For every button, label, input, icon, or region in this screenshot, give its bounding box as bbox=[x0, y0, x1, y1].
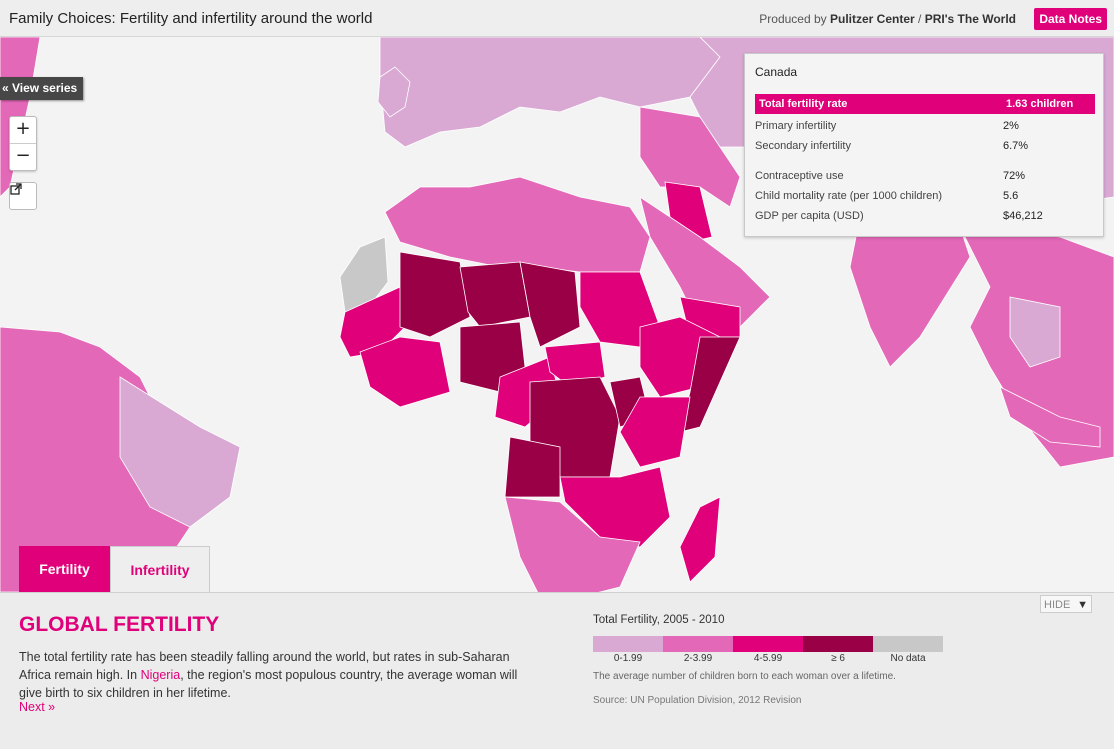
info-row-contraceptive-use: Contraceptive use 72% bbox=[755, 166, 1095, 186]
hide-button[interactable]: HIDE ▼ bbox=[1040, 595, 1092, 613]
tab-infertility[interactable]: Infertility bbox=[110, 546, 210, 592]
legend-swatch bbox=[873, 636, 943, 652]
info-label: Total fertility rate bbox=[759, 98, 848, 110]
country-indonesia[interactable] bbox=[999, 386, 1101, 448]
info-row-primary-infertility: Primary infertility 2% bbox=[755, 116, 1095, 136]
info-label: Secondary infertility bbox=[755, 140, 851, 152]
country-thailand[interactable] bbox=[1009, 296, 1061, 368]
country-zambia-mozambique[interactable] bbox=[559, 466, 671, 548]
legend-label: No data bbox=[890, 653, 926, 664]
hide-label: HIDE bbox=[1044, 599, 1071, 611]
info-value: $46,212 bbox=[1003, 210, 1043, 222]
country-somalia[interactable] bbox=[679, 336, 741, 433]
info-row-child-mortality: Child mortality rate (per 1000 children)… bbox=[755, 186, 1095, 206]
country-niger[interactable] bbox=[459, 261, 531, 328]
info-label: Primary infertility bbox=[755, 120, 837, 132]
info-row-secondary-infertility: Secondary infertility 6.7% bbox=[755, 136, 1095, 156]
country-info-panel: Canada Total fertility rate 1.63 childre… bbox=[744, 53, 1104, 237]
source-note: Source: UN Population Division, 2012 Rev… bbox=[593, 695, 802, 706]
country-name: Canada bbox=[755, 65, 798, 79]
info-value: 1.63 children bbox=[1006, 98, 1074, 110]
legend-swatch bbox=[733, 636, 803, 652]
credits-separator: / bbox=[914, 12, 925, 26]
legend-labels: 0-1.99 2-3.99 4-5.99 ≥ 6 No data bbox=[593, 653, 943, 667]
country-madagascar[interactable] bbox=[679, 496, 721, 583]
legend-title: Total Fertility, 2005 - 2010 bbox=[593, 614, 725, 626]
credits-org-link[interactable]: Pulitzer Center bbox=[829, 12, 915, 26]
legend-label: 4-5.99 bbox=[753, 653, 783, 664]
story-text-part: The total fertility rate has been steadi… bbox=[19, 650, 510, 682]
country-brazil[interactable] bbox=[119, 376, 241, 528]
zoom-in-button[interactable]: + bbox=[15, 118, 31, 139]
legend-swatch bbox=[803, 636, 873, 652]
info-value: 6.7% bbox=[1003, 140, 1029, 152]
header-bar: Family Choices: Fertility and infertilit… bbox=[0, 0, 1114, 37]
legend-swatch bbox=[593, 636, 663, 652]
legend-note: The average number of children born to e… bbox=[593, 671, 896, 682]
story-text-part: , the region's most populous country, th… bbox=[19, 668, 518, 700]
app-title: Family Choices: Fertility and infertilit… bbox=[9, 10, 373, 27]
zoom-control[interactable]: + − bbox=[9, 116, 37, 171]
info-value: 5.6 bbox=[1003, 190, 1019, 202]
zoom-out-button[interactable]: − bbox=[10, 143, 36, 170]
country-southern-africa[interactable] bbox=[504, 496, 641, 592]
credits: Produced by Pulitzer Center / PRI's The … bbox=[759, 12, 1016, 26]
story-text: The total fertility rate has been steadi… bbox=[19, 648, 519, 702]
credits-prefix: Produced by bbox=[759, 12, 830, 26]
legend-label: 2-3.99 bbox=[683, 653, 713, 664]
country-west-coast[interactable] bbox=[359, 336, 451, 408]
legend-swatch bbox=[663, 636, 733, 652]
info-row-total-fertility: Total fertility rate 1.63 children bbox=[755, 94, 1095, 114]
country-chad[interactable] bbox=[519, 261, 581, 348]
info-value: 72% bbox=[1003, 170, 1026, 182]
next-link[interactable]: Next » bbox=[19, 700, 56, 714]
info-label: GDP per capita (USD) bbox=[755, 210, 864, 222]
story-title: GLOBAL FERTILITY bbox=[19, 613, 220, 636]
nigeria-link[interactable]: Nigeria bbox=[140, 668, 181, 682]
info-row-gdp: GDP per capita (USD) $46,212 bbox=[755, 206, 1095, 226]
data-notes-button[interactable]: Data Notes bbox=[1034, 8, 1107, 30]
view-series-button[interactable]: « View series bbox=[0, 77, 84, 100]
country-north-africa[interactable] bbox=[384, 176, 651, 273]
info-label: Contraceptive use bbox=[755, 170, 844, 182]
info-value: 2% bbox=[1003, 120, 1019, 132]
info-label: Child mortality rate (per 1000 children) bbox=[755, 190, 943, 202]
country-mali[interactable] bbox=[399, 251, 471, 338]
tab-fertility[interactable]: Fertility bbox=[19, 546, 110, 592]
country-angola[interactable] bbox=[504, 436, 561, 498]
country-uk[interactable] bbox=[377, 66, 411, 118]
external-link-icon[interactable] bbox=[9, 182, 37, 210]
country-kenya-tanzania[interactable] bbox=[619, 396, 691, 468]
legend-swatches bbox=[593, 636, 943, 652]
caret-down-icon: ▼ bbox=[1077, 599, 1088, 611]
legend-label: 0-1.99 bbox=[613, 653, 643, 664]
legend-label: ≥ 6 bbox=[831, 653, 845, 664]
story-panel: GLOBAL FERTILITY The total fertility rat… bbox=[0, 592, 1114, 749]
choropleth-map[interactable]: « View series + − Canada Total fertility… bbox=[0, 37, 1114, 592]
credits-org-link-2[interactable]: PRI's The World bbox=[924, 12, 1016, 26]
